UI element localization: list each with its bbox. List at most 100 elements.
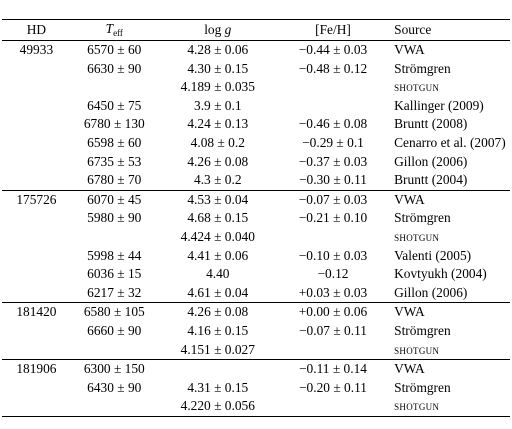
cell-teff: 6430 ± 90	[87, 379, 142, 395]
table-body: 49933 6570 ± 60 4.28 ± 0.06 −0.44 ± 0.03 VWA…	[2, 41, 510, 417]
table-row: 175726 6070 ± 45 4.53 ± 0.04 −0.07 ± 0.03 VW…	[2, 190, 510, 209]
cell-source: Strömgren	[394, 60, 451, 76]
cell-logg: 4.68 ± 0.15	[187, 210, 249, 226]
cell-hd	[2, 153, 71, 172]
cell-hd	[2, 78, 71, 97]
cell-logg: 4.220 ± 0.056	[180, 398, 255, 414]
cell-logg	[158, 360, 278, 379]
cell-source: Cenarro et al. (2007)	[394, 134, 506, 150]
header-teff: Teff	[71, 20, 158, 41]
table-row: 5998 ± 44 4.41 ± 0.06 −0.10 ± 0.03 Valenti …	[2, 247, 510, 266]
header-logg-prefix: log	[204, 21, 225, 37]
cell-logg: 4.53 ± 0.04	[187, 191, 249, 207]
cell-feh: −0.46 ± 0.08	[298, 116, 368, 132]
cell-hd	[2, 379, 71, 398]
cell-teff: 6570 ± 60	[87, 42, 142, 57]
header-source: Source	[394, 21, 432, 37]
cell-feh: −0.07 ± 0.11	[299, 322, 367, 338]
cell-hd	[2, 341, 71, 360]
cell-feh: −0.07 ± 0.03	[298, 191, 368, 207]
table-row: 6217 ± 32 4.61 ± 0.04 +0.03 ± 0.03 Gillon (…	[2, 284, 510, 303]
cell-logg: 4.189 ± 0.035	[180, 79, 255, 95]
cell-teff: 6217 ± 32	[87, 284, 142, 300]
table-row: 6780 ± 70 4.3 ± 0.2 −0.30 ± 0.11 Bruntt (20…	[2, 171, 510, 190]
cell-source: Gillon (2006)	[394, 153, 468, 169]
cell-feh: −0.12	[317, 266, 349, 282]
cell-teff	[71, 78, 158, 97]
cell-hd	[2, 247, 71, 266]
cell-logg: 4.151 ± 0.027	[180, 341, 255, 357]
cell-source: VWA	[394, 42, 425, 57]
cell-hd: 181906	[16, 361, 57, 377]
table-row: 6430 ± 90 4.31 ± 0.15 −0.20 ± 0.11 Strömgre…	[2, 379, 510, 398]
cell-teff: 6070 ± 45	[87, 191, 142, 207]
table-row: 4.424 ± 0.040 shotgun	[2, 228, 510, 247]
cell-logg: 4.30 ± 0.15	[187, 60, 249, 76]
cell-teff: 6780 ± 130	[83, 116, 145, 132]
cell-feh: −0.10 ± 0.03	[298, 247, 368, 263]
cell-hd	[2, 171, 71, 190]
table-row: 6598 ± 60 4.08 ± 0.2 −0.29 ± 0.1 Cenarro et…	[2, 134, 510, 153]
cell-teff	[71, 397, 158, 416]
header-teff-subscript: eff	[113, 28, 123, 39]
cell-feh: −0.44 ± 0.03	[298, 42, 368, 57]
cell-source: Strömgren	[394, 322, 451, 338]
cell-logg: 4.424 ± 0.040	[180, 228, 255, 244]
cell-teff: 6450 ± 75	[87, 97, 142, 113]
table-header-row: HD Teff log g [Fe/H] Source	[2, 20, 510, 41]
table-row: 6780 ± 130 4.24 ± 0.13 −0.46 ± 0.08 Bruntt …	[2, 115, 510, 134]
cell-hd	[2, 60, 71, 79]
cell-source: shotgun	[394, 398, 440, 414]
cell-logg: 4.61 ± 0.04	[187, 284, 249, 300]
header-teff-symbol: T	[105, 21, 114, 37]
table-row: 6630 ± 90 4.30 ± 0.15 −0.48 ± 0.12 Strömgre…	[2, 60, 510, 79]
cell-logg: 4.40	[206, 266, 230, 282]
cell-teff: 6580 ± 105	[83, 304, 145, 320]
cell-hd	[2, 97, 71, 116]
table-row: 4.220 ± 0.056 shotgun	[2, 397, 510, 416]
cell-feh: −0.29 ± 0.1	[302, 134, 364, 150]
cell-feh	[278, 341, 388, 360]
cell-logg: 4.24 ± 0.13	[187, 116, 249, 132]
cell-feh: +0.03 ± 0.03	[298, 284, 368, 300]
cell-source: Gillon (2006)	[394, 284, 468, 300]
cell-logg: 4.26 ± 0.08	[187, 304, 249, 320]
header-feh: [Fe/H]	[315, 21, 351, 37]
cell-teff	[71, 341, 158, 360]
cell-teff: 6036 ± 15	[87, 266, 142, 282]
table-row: 4.189 ± 0.035 shotgun	[2, 78, 510, 97]
cell-feh	[278, 97, 388, 116]
cell-teff: 5980 ± 90	[87, 210, 142, 226]
cell-teff	[71, 228, 158, 247]
header-logg: log g	[158, 20, 278, 41]
cell-feh	[278, 228, 388, 247]
cell-feh	[278, 78, 388, 97]
cell-feh: −0.30 ± 0.11	[299, 172, 367, 188]
cell-hd	[2, 209, 71, 228]
cell-hd	[2, 284, 71, 303]
cell-teff: 6660 ± 90	[87, 322, 142, 338]
cell-logg: 4.08 ± 0.2	[190, 134, 245, 150]
cell-feh: −0.11 ± 0.14	[299, 361, 367, 377]
cell-feh: −0.20 ± 0.11	[299, 379, 367, 395]
cell-feh: −0.37 ± 0.03	[298, 153, 368, 169]
table-row: 49933 6570 ± 60 4.28 ± 0.06 −0.44 ± 0.03 VWA	[2, 41, 510, 60]
cell-hd	[2, 134, 71, 153]
cell-hd	[2, 115, 71, 134]
cell-source: VWA	[394, 191, 425, 207]
cell-source: Strömgren	[394, 210, 451, 226]
cell-source: Bruntt (2004)	[394, 172, 468, 188]
cell-teff: 6300 ± 150	[83, 361, 145, 377]
cell-source: Kovtyukh (2004)	[394, 266, 487, 282]
table-row: 181420 6580 ± 105 4.26 ± 0.08 +0.00 ± 0.06 V…	[2, 302, 510, 322]
cell-hd	[2, 322, 71, 341]
table-row: 4.151 ± 0.027 shotgun	[2, 341, 510, 360]
cell-logg: 4.31 ± 0.15	[187, 379, 249, 395]
cell-hd: 181420	[16, 304, 57, 320]
cell-logg: 4.16 ± 0.15	[187, 322, 249, 338]
table-row: 5980 ± 90 4.68 ± 0.15 −0.21 ± 0.10 Strömgre…	[2, 209, 510, 228]
cell-source: shotgun	[394, 341, 440, 357]
cell-source: VWA	[394, 304, 425, 320]
cell-hd	[2, 397, 71, 416]
